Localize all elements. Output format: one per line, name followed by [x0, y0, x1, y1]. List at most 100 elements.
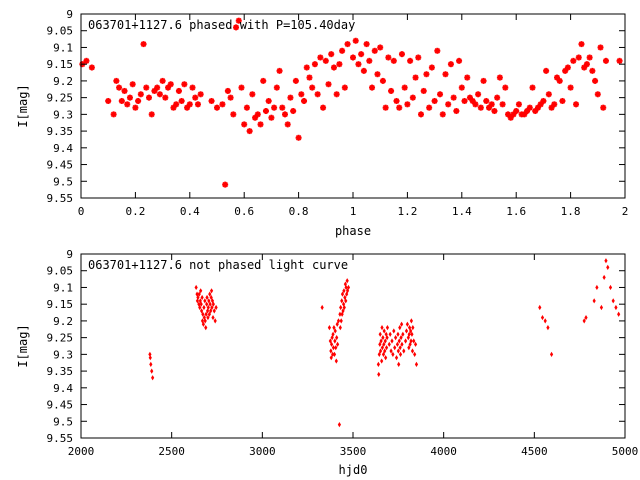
phased-data-point: [589, 67, 596, 74]
phased-y-tick-label: 9.05: [47, 25, 74, 38]
phased-data-point: [423, 71, 430, 78]
phased-data-point: [442, 71, 449, 78]
phased-data-point: [494, 94, 501, 101]
unphased-data-point: [407, 325, 412, 331]
phased-data-point: [426, 104, 433, 111]
unphased-data-point: [342, 288, 346, 294]
unphased-data-point: [376, 361, 380, 367]
phased-data-point: [418, 111, 424, 118]
phased-data-point: [344, 41, 351, 48]
phased-data-point: [116, 84, 123, 91]
phased-data-point: [526, 104, 533, 111]
phased-x-axis-title: phase: [335, 224, 371, 238]
phased-data-point: [162, 94, 169, 101]
phased-data-point: [279, 104, 286, 111]
unphased-data-point: [331, 345, 336, 351]
unphased-data-point: [606, 264, 610, 270]
unphased-data-point: [202, 304, 206, 311]
phased-data-point: [379, 77, 386, 84]
phased-data-point: [578, 41, 585, 48]
phased-data-point: [257, 121, 264, 128]
unphased-y-tick-label: 9.4: [53, 382, 73, 395]
unphased-data-point: [332, 351, 337, 357]
phased-data-point: [126, 94, 133, 101]
phased-data-point: [132, 104, 139, 111]
unphased-data-point: [584, 314, 588, 321]
phased-data-point: [412, 74, 419, 81]
unphased-plot: 2000 2500 3000 3500 4000 4500 5000 9 9.05 9.1 9.1…: [16, 248, 638, 477]
phased-data-point: [369, 84, 376, 91]
unphased-data-point: [329, 348, 333, 354]
phased-data-point: [135, 97, 142, 104]
unphased-data-point: [338, 311, 342, 317]
phased-x-tick-label: 0.4: [180, 205, 200, 218]
phased-data-point: [616, 57, 623, 64]
unphased-y-ticks: 9 9.05 9.1 9.15 9.2 9.25 9.3 9.35 9.4 9.45 9.5 9.55: [47, 248, 625, 445]
unphased-data-point: [407, 331, 411, 337]
unphased-data-point: [409, 338, 413, 344]
phased-data-point: [374, 71, 381, 78]
phased-y-axis-title: I[mag]: [16, 84, 30, 127]
unphased-data-point: [410, 331, 414, 337]
phased-data-point: [573, 101, 580, 108]
unphased-x-axis-title: hjd0: [339, 463, 368, 477]
unphased-data-point: [397, 338, 401, 344]
phased-x-tick-label: 1: [350, 205, 357, 218]
phased-plot-title: 063701+1127.6 phased with P=105.40day: [88, 18, 355, 32]
unphased-data-point: [342, 304, 346, 311]
unphased-data-point: [617, 311, 621, 317]
phased-y-ticks: 9 9.05 9.1 9.15 9.2 9.25 9.3 9.35 9.4 9.45 9.5 9.55: [47, 8, 625, 205]
phased-data-point: [415, 54, 422, 61]
phased-data-point: [222, 181, 229, 188]
phased-data-point: [129, 81, 136, 88]
phased-data-point: [409, 94, 416, 101]
phased-data-point: [118, 97, 125, 104]
unphased-data-point: [199, 308, 204, 314]
phased-data-point: [600, 104, 607, 111]
phased-data-point: [564, 64, 571, 71]
phased-data-point: [159, 77, 166, 84]
phased-data-point: [545, 91, 552, 98]
unphased-data-point: [327, 325, 332, 331]
unphased-y-tick-label: 9.15: [47, 298, 74, 311]
phased-y-tick-label: 9.4: [53, 142, 73, 155]
unphased-x-tick-label: 3500: [340, 445, 367, 458]
phased-x-tick-label: 0.8: [289, 205, 309, 218]
unphased-data-point: [380, 358, 384, 364]
unphased-data-point: [406, 335, 410, 341]
unphased-y-tick-label: 9.25: [47, 332, 74, 345]
phased-data-point: [401, 84, 408, 91]
phased-data-point: [336, 61, 343, 68]
unphased-x-tick-label: 3000: [249, 445, 276, 458]
phased-data-point: [268, 114, 275, 121]
unphased-data-point: [599, 304, 604, 311]
phased-data-point: [224, 87, 231, 94]
phased-data-point: [165, 84, 172, 91]
phased-data-point: [262, 108, 269, 115]
unphased-x-ticks: 2000 2500 3000 3500 4000 4500 5000: [68, 254, 638, 458]
phased-data-point: [219, 101, 226, 108]
phased-data-point: [434, 47, 441, 54]
unphased-data-point: [337, 422, 341, 428]
unphased-data-point: [205, 294, 209, 301]
unphased-data-point: [208, 291, 212, 297]
unphased-data-point: [201, 311, 205, 317]
phased-data-point: [260, 77, 267, 84]
unphased-data-point: [207, 311, 211, 317]
unphased-data-point: [410, 348, 415, 354]
phased-data-point: [543, 67, 550, 74]
phased-y-tick-label: 9.25: [47, 92, 74, 105]
phased-data-point: [570, 57, 577, 64]
phased-x-tick-label: 0: [78, 205, 85, 218]
unphased-data-point: [332, 325, 336, 331]
phased-data-point: [186, 101, 193, 108]
unphased-data-point: [402, 348, 406, 354]
phased-data-point: [298, 91, 305, 98]
phased-data-point: [273, 84, 280, 91]
phased-data-point: [382, 104, 389, 111]
unphased-data-point: [391, 351, 395, 357]
unphased-data-point: [205, 301, 209, 307]
phased-data-point: [537, 101, 544, 108]
unphased-data-point: [209, 288, 214, 294]
unphased-data-point: [377, 351, 381, 357]
